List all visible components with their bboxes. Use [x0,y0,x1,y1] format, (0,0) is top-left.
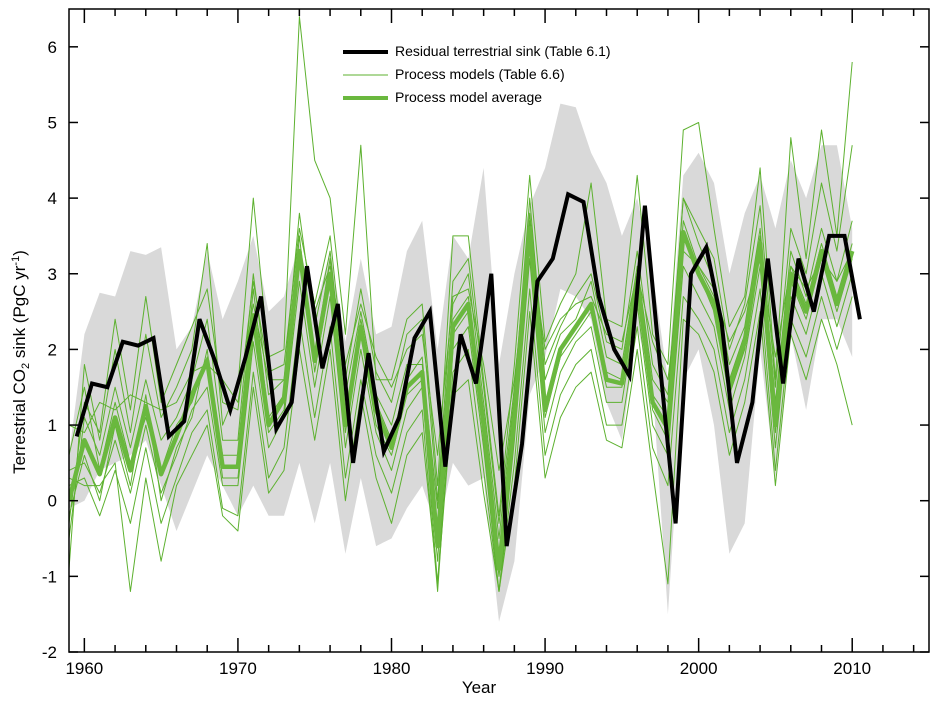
legend-label-process-models: Process models (Table 6.6) [395,66,565,82]
y-tick-label: 0 [48,492,57,511]
process-model-line-8 [69,145,853,524]
y-tick-label: -1 [42,567,57,586]
process-model-line-3 [69,16,853,569]
y-tick-label: -2 [42,643,57,662]
residual-sink-layer [74,191,862,547]
process-model-average-layer [69,226,855,572]
y-tick-label: 1 [48,416,57,435]
x-tick-label: 1960 [65,659,103,678]
process-model-line-4 [69,288,853,592]
legend-label-residual: Residual terrestrial sink (Table 6.1) [395,43,611,59]
residual-sink-line [74,191,862,547]
x-tick-label: 1990 [526,659,564,678]
plot-frame [68,8,930,653]
legend-label-average: Process model average [395,89,542,105]
y-tick-label: 5 [48,113,57,132]
y-axis-title: Terrestrial CO2 sink (PgC yr-1) [10,250,32,474]
y-tick-label: 3 [48,265,57,284]
uncertainty-band [69,103,853,622]
y-tick-label: 6 [48,38,57,57]
x-tick-label: 1970 [219,659,257,678]
process-model-line-9 [69,311,853,592]
tick-labels: -2 -1 0 1 2 3 4 5 6 1960 1970 1980 1990 2000 2010 [42,38,871,678]
y-tick-label: 2 [48,340,57,359]
x-tick-label: 2000 [680,659,718,678]
process-model-average-line [69,226,855,572]
uncertainty-band-layer [69,103,853,622]
legend: Residual terrestrial sink (Table 6.1) Pr… [343,43,611,105]
x-axis-title: Year [462,678,497,697]
x-tick-label: 2010 [833,659,871,678]
x-tick-label: 1980 [373,659,411,678]
axes [68,8,930,653]
y-tick-label: 4 [48,189,57,208]
